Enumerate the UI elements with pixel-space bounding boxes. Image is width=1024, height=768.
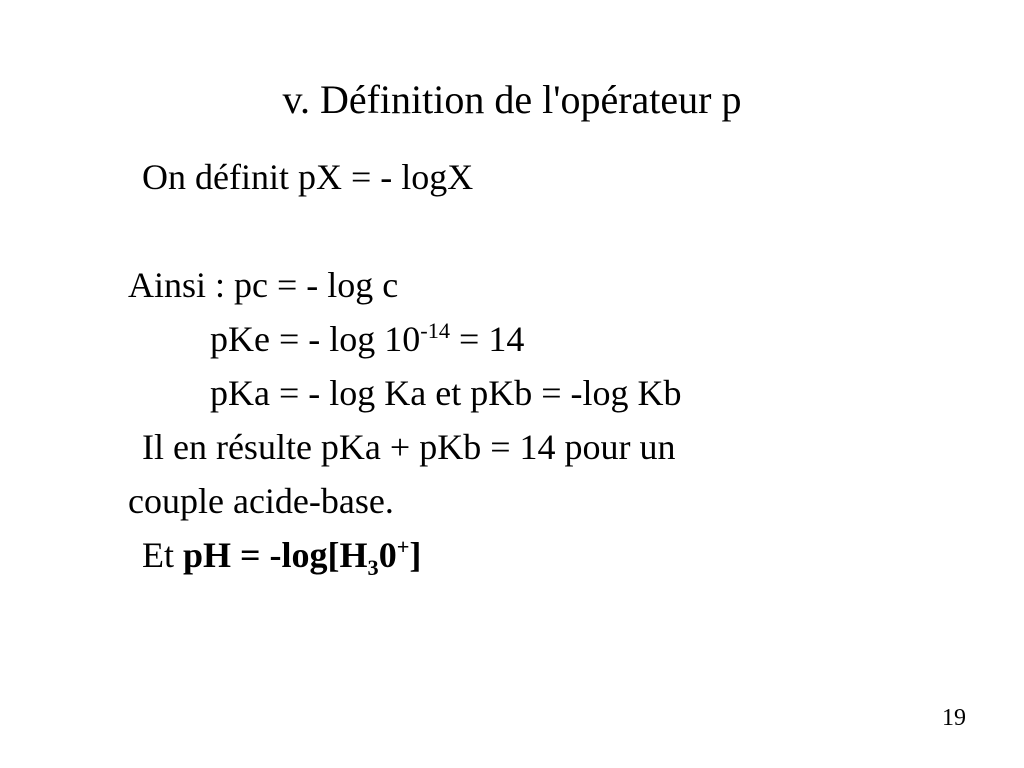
text-ph-a: pH = -log[H: [183, 535, 368, 575]
page-number: 19: [942, 705, 966, 732]
slide-title: v. Définition de l'opérateur p: [0, 76, 1024, 123]
text-pke-a: pKe = - log 10: [210, 319, 420, 359]
text-pke-exp: -14: [420, 318, 450, 343]
text-pke: pKe = - log 10-14 = 14: [128, 312, 898, 366]
slide-body: On définit pX = - logX Ainsi : pc = - lo…: [128, 150, 898, 582]
text-ph: Et pH = -log[H30+]: [128, 528, 898, 582]
text-ph-mid: 0: [379, 535, 397, 575]
text-pka: pKa = - log Ka et pKb = -log Kb: [128, 366, 898, 420]
text-ainsi: Ainsi : pc = - log c: [128, 258, 898, 312]
text-et: Et: [142, 535, 183, 575]
text-result-b: couple acide-base.: [128, 474, 898, 528]
text-result-a: Il en résulte pKa + pKb = 14 pour un: [128, 420, 898, 474]
text-definition: On définit pX = - logX: [128, 150, 898, 204]
slide: v. Définition de l'opérateur p On défini…: [0, 0, 1024, 768]
spacer: [128, 204, 898, 258]
text-pke-b: = 14: [450, 319, 524, 359]
text-ph-sub: 3: [368, 555, 379, 580]
text-ph-sup: +: [397, 534, 410, 559]
text-ph-b: ]: [409, 535, 421, 575]
